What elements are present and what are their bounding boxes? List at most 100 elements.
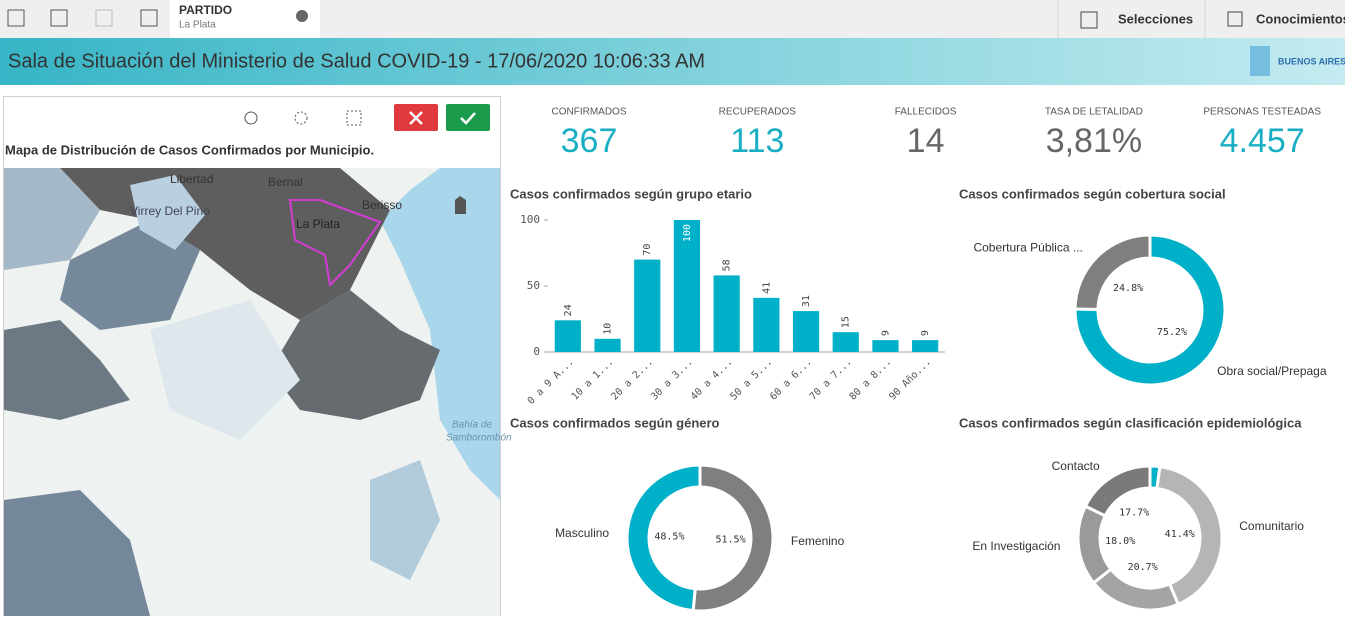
- value-label: 31: [801, 295, 812, 307]
- municipality: [60, 220, 200, 330]
- value-label: 48.5%: [654, 532, 684, 543]
- kpi-label: FALLECIDOS: [895, 107, 957, 118]
- donut-slice: [691, 463, 775, 613]
- y-tick-label: 0: [533, 345, 540, 358]
- municipality: [370, 460, 440, 580]
- municipality: [270, 290, 440, 420]
- chart-title: Casos confirmados según grupo etario: [510, 186, 752, 201]
- clear-selections-icon[interactable]: [140, 9, 158, 27]
- value-label: 58: [722, 259, 733, 271]
- cancel-icon: [409, 111, 423, 125]
- kpi-label: TASA DE LETALIDAD: [1045, 107, 1143, 118]
- map-label: Samborombón: [446, 433, 512, 444]
- kpi-value: 14: [907, 122, 945, 160]
- value-label: 41.4%: [1165, 529, 1195, 540]
- kpi-value: 113: [730, 122, 784, 160]
- value-label: 24: [563, 304, 574, 316]
- step-forward-icon[interactable]: [95, 9, 113, 27]
- map-label: Berisso: [362, 198, 402, 212]
- category-label: Femenino: [791, 534, 845, 548]
- value-label: 20.7%: [1128, 562, 1158, 573]
- selection-tab[interactable]: [170, 0, 320, 38]
- kpi-label: PERSONAS TESTEADAS: [1203, 107, 1321, 118]
- category-label: Comunitario: [1239, 519, 1304, 533]
- value-label: 9: [880, 330, 891, 336]
- bar: [912, 340, 939, 352]
- map-label: Virrey Del Pino: [130, 204, 210, 218]
- bar: [753, 297, 780, 352]
- y-tick-label: 50: [527, 279, 540, 292]
- selection-value: La Plata: [179, 20, 216, 31]
- y-tick-label: 100: [520, 213, 540, 226]
- map-label: Bahía de: [452, 420, 492, 431]
- bar: [832, 332, 859, 352]
- donut-slice: [1073, 233, 1227, 387]
- municipality: [150, 300, 300, 440]
- header-bar: [0, 38, 1345, 85]
- municipality: [130, 175, 205, 250]
- bar: [673, 220, 701, 352]
- selections-button[interactable]: Selecciones: [1118, 11, 1193, 26]
- logo-text: BUENOS AIRES: [1278, 56, 1345, 66]
- confirm-button[interactable]: [446, 104, 490, 131]
- value-label: 18.0%: [1105, 536, 1135, 547]
- bar: [792, 311, 820, 352]
- value-label: 9: [920, 330, 931, 336]
- map-label: La Plata: [296, 217, 340, 231]
- municipality: [4, 168, 100, 270]
- value-label: 51.5%: [716, 534, 746, 545]
- selected-municipality[interactable]: [288, 199, 382, 288]
- logo-mark: [1250, 46, 1270, 76]
- value-label: 100: [682, 224, 693, 242]
- category-label: En Investigación: [972, 539, 1060, 553]
- insights-icon: [1227, 11, 1243, 27]
- category-label: Cobertura Pública ...: [973, 240, 1082, 254]
- water: [380, 168, 500, 500]
- rect-select-icon[interactable]: [346, 110, 362, 126]
- selections-icon: [1080, 11, 1098, 29]
- donut-slice: [1083, 464, 1152, 518]
- kpi-value: 367: [561, 122, 618, 160]
- value-label: 24.8%: [1113, 283, 1143, 294]
- value-label: 15: [841, 316, 852, 328]
- value-label: 41: [761, 282, 772, 294]
- kpi-label: CONFIRMADOS: [552, 107, 627, 118]
- bar: [713, 275, 740, 352]
- lasso-icon[interactable]: [244, 111, 258, 125]
- insights-button[interactable]: Conocimientos: [1256, 11, 1345, 26]
- map-label: Bernal: [268, 175, 303, 189]
- home-icon[interactable]: [455, 196, 466, 214]
- bar: [554, 320, 581, 352]
- chart-title: Casos confirmados según clasificación ep…: [959, 415, 1302, 430]
- kpi-value: 4.457: [1220, 122, 1305, 160]
- bar: [594, 338, 621, 352]
- donut-slice: [1073, 233, 1152, 311]
- value-label: 70: [642, 244, 653, 256]
- category-label: Masculino: [555, 526, 609, 540]
- clear-selection-button[interactable]: [296, 10, 308, 22]
- bar: [872, 340, 899, 352]
- circle-select-icon[interactable]: [294, 111, 308, 125]
- step-back-icon[interactable]: [50, 9, 68, 27]
- donut-slice: [625, 463, 702, 613]
- confirm-icon: [460, 112, 476, 125]
- value-label: 75.2%: [1157, 327, 1187, 338]
- municipality: [4, 490, 150, 616]
- selection-field: PARTIDO: [179, 3, 232, 17]
- chart-title: Casos confirmados según género: [510, 415, 720, 430]
- bar: [634, 259, 661, 352]
- category-label: Contacto: [1052, 459, 1100, 473]
- chart-title: Casos confirmados según cobertura social: [959, 186, 1226, 201]
- header-title: Sala de Situación del Ministerio de Salu…: [8, 50, 705, 72]
- value-label: 10: [603, 323, 614, 335]
- category-label: Obra social/Prepaga: [1217, 364, 1327, 378]
- kpi-value: 3,81%: [1046, 122, 1142, 160]
- map: [4, 168, 500, 616]
- kpi-label: RECUPERADOS: [719, 107, 797, 118]
- smart-search-icon[interactable]: [7, 9, 25, 27]
- municipality: [4, 320, 130, 420]
- map-label: Libertad: [170, 172, 213, 186]
- map-title: Mapa de Distribución de Casos Confirmado…: [5, 142, 374, 157]
